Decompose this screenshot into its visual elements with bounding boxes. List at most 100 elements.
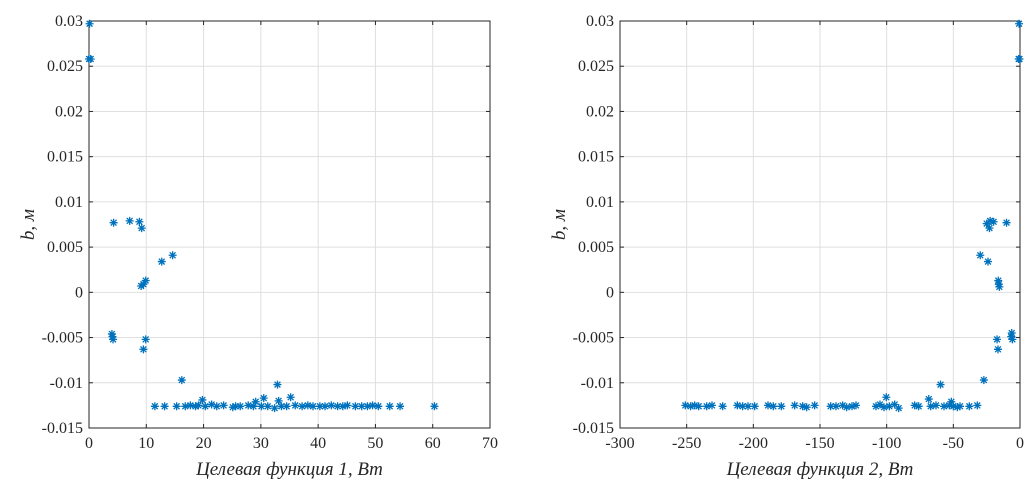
y-tick-label: 0.005	[47, 239, 83, 256]
data-point	[738, 402, 747, 411]
data-point	[984, 257, 992, 266]
data-point	[956, 402, 964, 411]
left-scatter-plot: 0 10 20 30 40 50 60 70 -0.015 -0.01 -0.005 0 0.005 0.…	[18, 13, 498, 480]
data-point	[764, 401, 772, 410]
data-point	[949, 402, 958, 411]
y-tick-label: -0.005	[573, 330, 614, 347]
x-tick-label: 60	[425, 435, 441, 452]
data-point	[798, 402, 807, 411]
data-point	[430, 402, 439, 411]
data-point	[1015, 54, 1024, 63]
data-point	[198, 395, 207, 404]
x-tick-label: 0	[85, 435, 93, 452]
data-point	[769, 402, 778, 411]
data-point	[882, 393, 891, 402]
data-point	[244, 401, 253, 410]
axes-box	[88, 20, 491, 429]
data-point	[194, 401, 203, 410]
y-axis-label: b, м	[18, 209, 39, 240]
x-axis-label: Целевая функция 1, Вт	[195, 459, 383, 480]
y-tick-label: 0.005	[578, 239, 614, 256]
x-tick-label: 50	[367, 435, 383, 452]
y-tick-label: 0	[75, 284, 83, 301]
data-point	[852, 401, 860, 410]
data-point	[979, 376, 988, 385]
data-point	[973, 401, 982, 410]
data-point	[810, 401, 819, 410]
data-point	[802, 403, 811, 412]
data-point	[172, 402, 181, 411]
data-point	[842, 403, 851, 412]
data-point	[1007, 332, 1016, 341]
data-point	[924, 395, 933, 404]
data-point	[150, 402, 159, 411]
x-tick-label: -200	[739, 435, 768, 452]
x-tick-label: 40	[310, 435, 326, 452]
y-tick-label: 0.03	[55, 13, 83, 30]
data-point	[838, 401, 847, 410]
x-tick-label: 10	[138, 435, 154, 452]
data-point	[160, 402, 169, 411]
data-point	[910, 401, 919, 410]
data-point	[936, 380, 945, 389]
data-point	[777, 402, 786, 411]
data-point	[876, 400, 884, 409]
data-point	[139, 345, 148, 354]
data-point	[308, 402, 317, 411]
y-tick-label: -0.01	[50, 375, 83, 392]
data-point	[86, 54, 95, 63]
data-point	[982, 219, 991, 228]
data-point	[181, 402, 190, 411]
y-axis-label: b, м	[549, 209, 570, 240]
y-tick-label: 0.01	[586, 194, 614, 211]
data-point	[303, 401, 312, 410]
data-point	[177, 376, 186, 385]
data-point	[277, 402, 286, 411]
data-point	[986, 216, 995, 225]
data-point	[832, 402, 840, 411]
data-point	[286, 393, 295, 402]
data-point	[396, 402, 405, 411]
x-axis-label: Целевая функция 2, Вт	[726, 459, 914, 480]
x-tick-label: -150	[805, 435, 834, 452]
data-point	[945, 401, 954, 410]
data-point	[826, 402, 835, 411]
data-point	[702, 402, 711, 411]
y-tick-label: 0.01	[55, 194, 83, 211]
plot-area	[89, 21, 490, 428]
y-tick-label: 0.015	[578, 149, 614, 166]
data-point	[694, 402, 703, 411]
data-point	[885, 402, 894, 411]
data-point	[249, 402, 258, 411]
y-tick-label: -0.01	[581, 375, 614, 392]
x-tick-label: 0	[1016, 435, 1024, 452]
data-point	[872, 402, 880, 411]
data-point	[157, 257, 166, 266]
data-point	[201, 402, 210, 411]
data-point	[228, 403, 237, 412]
data-point	[343, 401, 352, 410]
data-point	[327, 401, 336, 410]
data-point	[321, 402, 330, 411]
data-point	[995, 282, 1004, 291]
data-point	[274, 396, 283, 405]
data-point	[282, 402, 291, 411]
x-tick-label: 30	[253, 435, 269, 452]
data-point	[351, 402, 360, 411]
data-point	[993, 335, 1002, 344]
data-point	[251, 397, 260, 406]
data-point	[848, 402, 856, 411]
data-point	[270, 404, 279, 413]
data-point	[994, 345, 1002, 354]
data-point	[374, 402, 383, 411]
y-tick-label: -0.015	[573, 420, 614, 437]
data-point	[953, 403, 962, 412]
data-point	[718, 402, 727, 411]
data-point	[708, 401, 716, 410]
y-tick-label: 0.015	[47, 149, 83, 166]
data-point	[790, 401, 799, 410]
y-tick-label: 0.02	[586, 103, 614, 120]
x-tick-label: -50	[943, 435, 964, 452]
x-tick-label: -100	[872, 435, 901, 452]
